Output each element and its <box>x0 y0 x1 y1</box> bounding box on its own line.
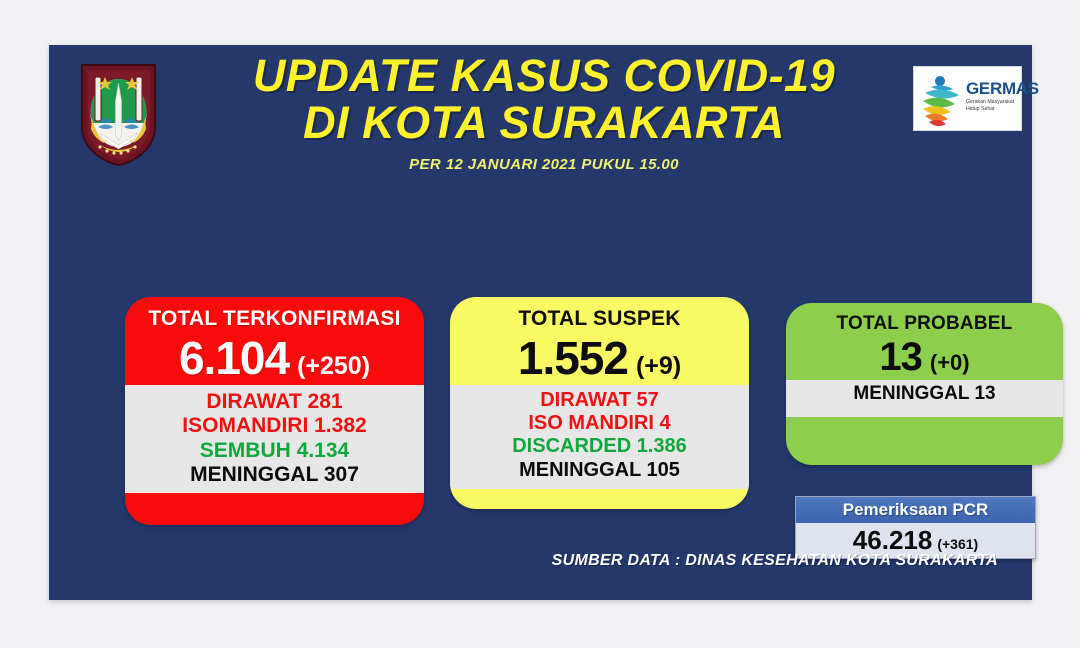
card-confirmed-breakdown: DIRAWAT 281 ISOMANDIRI 1.382 SEMBUH 4.13… <box>125 385 424 493</box>
card-suspect-value-row: 1.552 (+9) <box>450 331 749 385</box>
germas-logo: GERMAS Gerakan Masyarakat Hidup Sehat <box>913 66 1039 131</box>
card-confirmed-breakdown-isomandiri: ISOMANDIRI 1.382 <box>182 414 367 438</box>
card-suspect-breakdown: DIRAWAT 57 ISO MANDIRI 4 DISCARDED 1.386… <box>450 385 749 489</box>
card-probable-breakdown: MENINGGAL 13 <box>786 380 1063 417</box>
card-suspect-value: 1.552 <box>517 332 629 384</box>
poster-panel: GERMAS Gerakan Masyarakat Hidup Sehat UP… <box>49 45 1063 600</box>
poster-subtitle-date: PER 12 JANUARI 2021 PUKUL 15.00 <box>409 155 679 173</box>
card-probable-value: 13 <box>879 335 922 379</box>
germas-title: GERMAS <box>966 79 1039 98</box>
card-total-terkonfirmasi: TOTAL TERKONFIRMASI 6.104 (+250) DIRAWAT… <box>125 297 424 525</box>
pcr-delta: (+361) <box>937 536 979 552</box>
card-probable-value-row: 13 (+0) <box>786 335 1063 380</box>
pcr-value: 46.218 <box>852 525 933 555</box>
card-confirmed-breakdown-dirawat: DIRAWAT 281 <box>206 390 343 413</box>
poster-title-block: UPDATE KASUS COVID-19 DI KOTA SURAKARTA … <box>169 50 919 173</box>
card-suspect-header: TOTAL SUSPEK 1.552 (+9) <box>450 297 749 385</box>
poster-title-line-2: DI KOTA SURAKARTA <box>303 96 785 148</box>
germas-subtitle-line1: Gerakan Masyarakat <box>966 99 1015 105</box>
card-suspect-breakdown-dirawat: DIRAWAT 57 <box>540 389 659 411</box>
card-suspect-delta: (+9) <box>635 352 682 380</box>
card-confirmed-value-row: 6.104 (+250) <box>125 331 424 385</box>
pcr-box-body: 46.218 (+361) <box>796 523 1035 558</box>
pcr-box-header: Pemeriksaan PCR <box>796 497 1035 523</box>
card-confirmed-title: TOTAL TERKONFIRMASI <box>148 307 401 330</box>
card-probable-header: TOTAL PROBABEL 13 (+0) <box>786 303 1063 380</box>
card-suspect-title: TOTAL SUSPEK <box>518 307 681 330</box>
card-probable-breakdown-meninggal: MENINGGAL 13 <box>853 383 996 404</box>
card-confirmed-breakdown-meninggal: MENINGGAL 307 <box>190 463 359 487</box>
card-confirmed-value: 6.104 <box>178 332 290 384</box>
card-confirmed-breakdown-sembuh: SEMBUH 4.134 <box>199 438 350 462</box>
source-note: SUMBER DATA : DINAS KESEHATAN KOTA SURAK… <box>551 552 998 569</box>
surakarta-city-emblem-icon <box>76 61 161 169</box>
card-suspect-breakdown-discarded: DISCARDED 1.386 <box>512 435 687 458</box>
card-suspect-breakdown-isomandiri: ISO MANDIRI 4 <box>528 412 671 435</box>
germas-subtitle-line2: Hidup Sehat <box>966 106 995 113</box>
card-total-suspek: TOTAL SUSPEK 1.552 (+9) DIRAWAT 57 ISO M… <box>450 297 749 509</box>
card-probable-title: TOTAL PROBABEL <box>836 313 1013 334</box>
card-confirmed-header: TOTAL TERKONFIRMASI 6.104 (+250) <box>125 297 424 385</box>
card-total-probabel: TOTAL PROBABEL 13 (+0) MENINGGAL 13 <box>786 303 1063 465</box>
pcr-test-box: Pemeriksaan PCR 46.218 (+361) <box>795 496 1036 559</box>
poster-title-line-1: UPDATE KASUS COVID-19 <box>252 50 836 101</box>
card-confirmed-delta: (+250) <box>297 352 371 380</box>
card-probable-delta: (+0) <box>929 350 970 375</box>
card-suspect-breakdown-meninggal: MENINGGAL 105 <box>519 458 680 481</box>
